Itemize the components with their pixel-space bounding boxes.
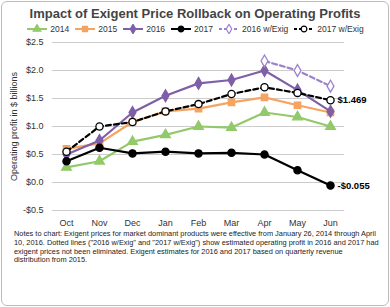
svg-text:Jun: Jun: [323, 218, 338, 228]
svg-text:Apr: Apr: [257, 218, 271, 228]
svg-text:$2.5: $2.5: [26, 37, 44, 47]
svg-text:Feb: Feb: [191, 218, 207, 228]
html-text:Notes to chart: Exigent prices: Notes to chart: Exigent prices for marke…: [14, 229, 379, 265]
html-text:2014: 2014: [50, 24, 70, 34]
svg-text:$1.0: $1.0: [26, 121, 44, 131]
html-text:2016: 2016: [146, 24, 166, 34]
html-text:2016 w/Exig: 2016 w/Exig: [242, 24, 289, 34]
svg-text:$1.469: $1.469: [338, 94, 367, 105]
svg-text:Operating profit in $ billions: Operating profit in $ billions: [9, 71, 19, 181]
svg-text:Jan: Jan: [158, 218, 173, 228]
svg-text:-$0.5: -$0.5: [23, 205, 44, 215]
html-text:Impact of Exigent Price Rollba: Impact of Exigent Price Rollback on Oper…: [29, 6, 361, 21]
svg-text:Mar: Mar: [224, 218, 240, 228]
html-text:2017 w/Exig: 2017 w/Exig: [317, 24, 364, 34]
svg-text:Oct: Oct: [59, 218, 74, 228]
svg-text:Dec: Dec: [124, 218, 141, 228]
svg-text:$0.0: $0.0: [26, 177, 44, 187]
html-text:2015: 2015: [98, 24, 118, 34]
svg-text:$2.0: $2.0: [26, 65, 44, 75]
svg-text:$1.5: $1.5: [26, 93, 44, 103]
svg-text:May: May: [289, 218, 307, 228]
svg-text:Nov: Nov: [91, 218, 108, 228]
html-text:2017: 2017: [194, 24, 213, 34]
svg-text:-$0.055: -$0.055: [338, 180, 371, 191]
svg-text:$0.5: $0.5: [26, 149, 44, 159]
